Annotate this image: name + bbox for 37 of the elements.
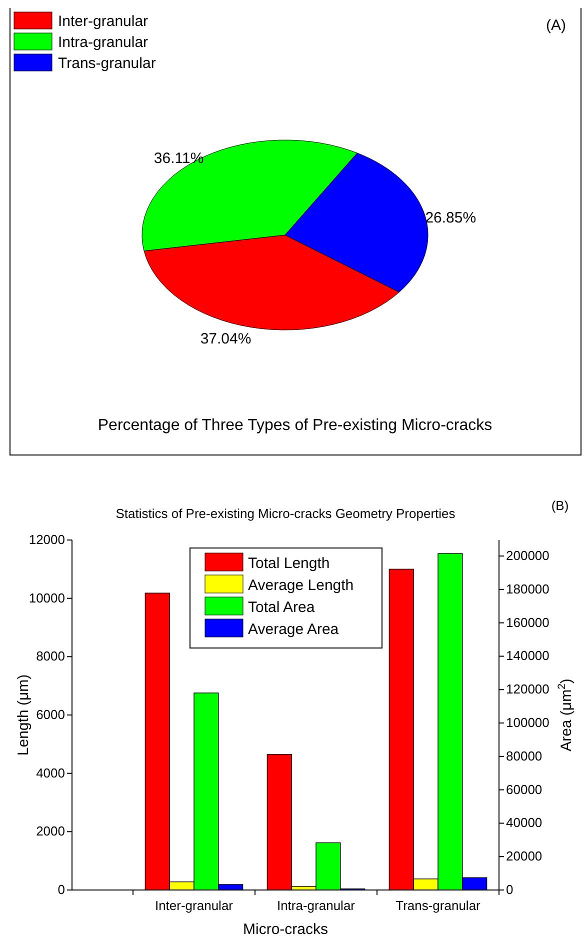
y2-tick-label: 80000 <box>506 748 542 764</box>
y-tick-label: 12000 <box>28 532 65 547</box>
legend-label: Total Length <box>248 555 330 572</box>
text: Percentage of Three Types of Pre-existing Micro-cracks <box>98 417 492 434</box>
legend-label: Intra-granular <box>58 34 148 51</box>
x-axis-title: Micro-cracks <box>243 921 328 938</box>
y2-tick-label: 140000 <box>506 648 550 664</box>
y2-tick-label: 40000 <box>506 815 542 830</box>
y2-tick-label: 60000 <box>506 782 542 797</box>
y2-tick-label: 180000 <box>506 581 550 596</box>
text: (A) <box>546 17 566 34</box>
y2-tick-label: 160000 <box>506 614 550 630</box>
y2-tick-label: 0 <box>506 882 514 897</box>
y-tick-label: 6000 <box>36 707 65 722</box>
legend-label: Trans-granular <box>58 55 156 72</box>
x-tick-label: Trans-granular <box>396 898 482 913</box>
y2-tick-label: 100000 <box>506 715 550 730</box>
y-axis-title: Length (μm) <box>15 674 32 756</box>
legend-label: Inter-granular <box>58 13 148 30</box>
x-tick-label: Intra-granular <box>276 898 356 913</box>
legend-label: Average Area <box>248 621 340 638</box>
y2-tick-label: 120000 <box>506 682 550 697</box>
y-tick-label: 10000 <box>28 590 65 606</box>
y2-tick-label: 20000 <box>506 848 542 864</box>
data-label: 37.04% <box>200 330 252 348</box>
data-label: 36.11% <box>154 150 204 167</box>
chart-title: Statistics of Pre-existing Micro-cracks Geometry Properties <box>116 506 456 521</box>
text: (B) <box>551 498 569 513</box>
data-label: 26.85% <box>425 209 476 226</box>
legend-label: Average Length <box>248 577 354 594</box>
y-tick-label: 2000 <box>36 824 65 839</box>
y2-tick-label: 200000 <box>506 548 550 564</box>
y-tick-label: 0 <box>58 882 65 897</box>
y-tick-label: 4000 <box>36 765 65 780</box>
y-tick-label: 8000 <box>36 648 65 664</box>
legend-label: Total Area <box>248 599 316 616</box>
x-tick-label: Inter-granular <box>154 898 234 913</box>
